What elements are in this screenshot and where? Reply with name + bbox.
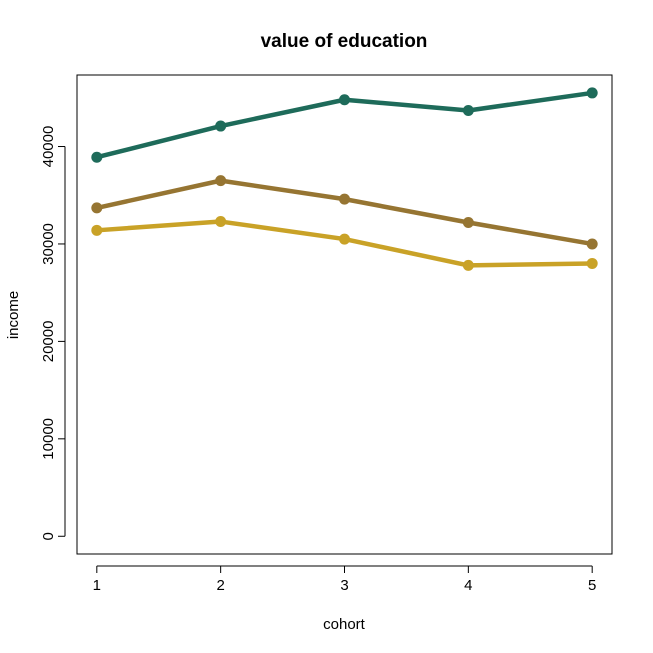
plot-box	[76, 74, 613, 555]
x-tick-label: 4	[464, 577, 472, 594]
series-layer	[91, 87, 598, 271]
data-point	[462, 259, 474, 271]
y-tick-label: 20000	[40, 321, 57, 363]
data-point	[462, 217, 474, 229]
x-tick-label: 1	[93, 577, 101, 594]
data-point	[215, 120, 227, 132]
data-point	[462, 104, 474, 116]
data-point	[215, 216, 227, 228]
data-point	[91, 224, 103, 236]
data-point	[91, 202, 103, 214]
data-point	[339, 193, 350, 205]
data-point	[339, 233, 350, 245]
series-2	[91, 175, 598, 250]
series-3	[91, 216, 598, 271]
data-point	[91, 151, 103, 163]
y-axis: 0 10000 20000 30000 40000	[40, 126, 66, 540]
y-tick-label: 40000	[40, 126, 57, 168]
x-tick-label: 5	[588, 577, 596, 594]
data-point	[586, 87, 598, 99]
y-axis-label: income	[5, 291, 22, 339]
series-1	[91, 87, 598, 163]
y-tick-label: 10000	[40, 418, 57, 460]
data-point	[215, 175, 227, 187]
y-tick-label: 0	[40, 532, 57, 540]
x-tick-label: 3	[340, 577, 348, 594]
data-point	[586, 257, 598, 269]
y-tick-label: 30000	[40, 223, 57, 265]
data-point	[339, 94, 350, 106]
chart-title: value of education	[261, 31, 428, 52]
x-tick-label: 2	[216, 577, 224, 594]
x-axis-label: cohort	[323, 616, 366, 633]
x-axis: 1 2 3 4 5	[93, 565, 596, 594]
data-point	[586, 238, 598, 250]
